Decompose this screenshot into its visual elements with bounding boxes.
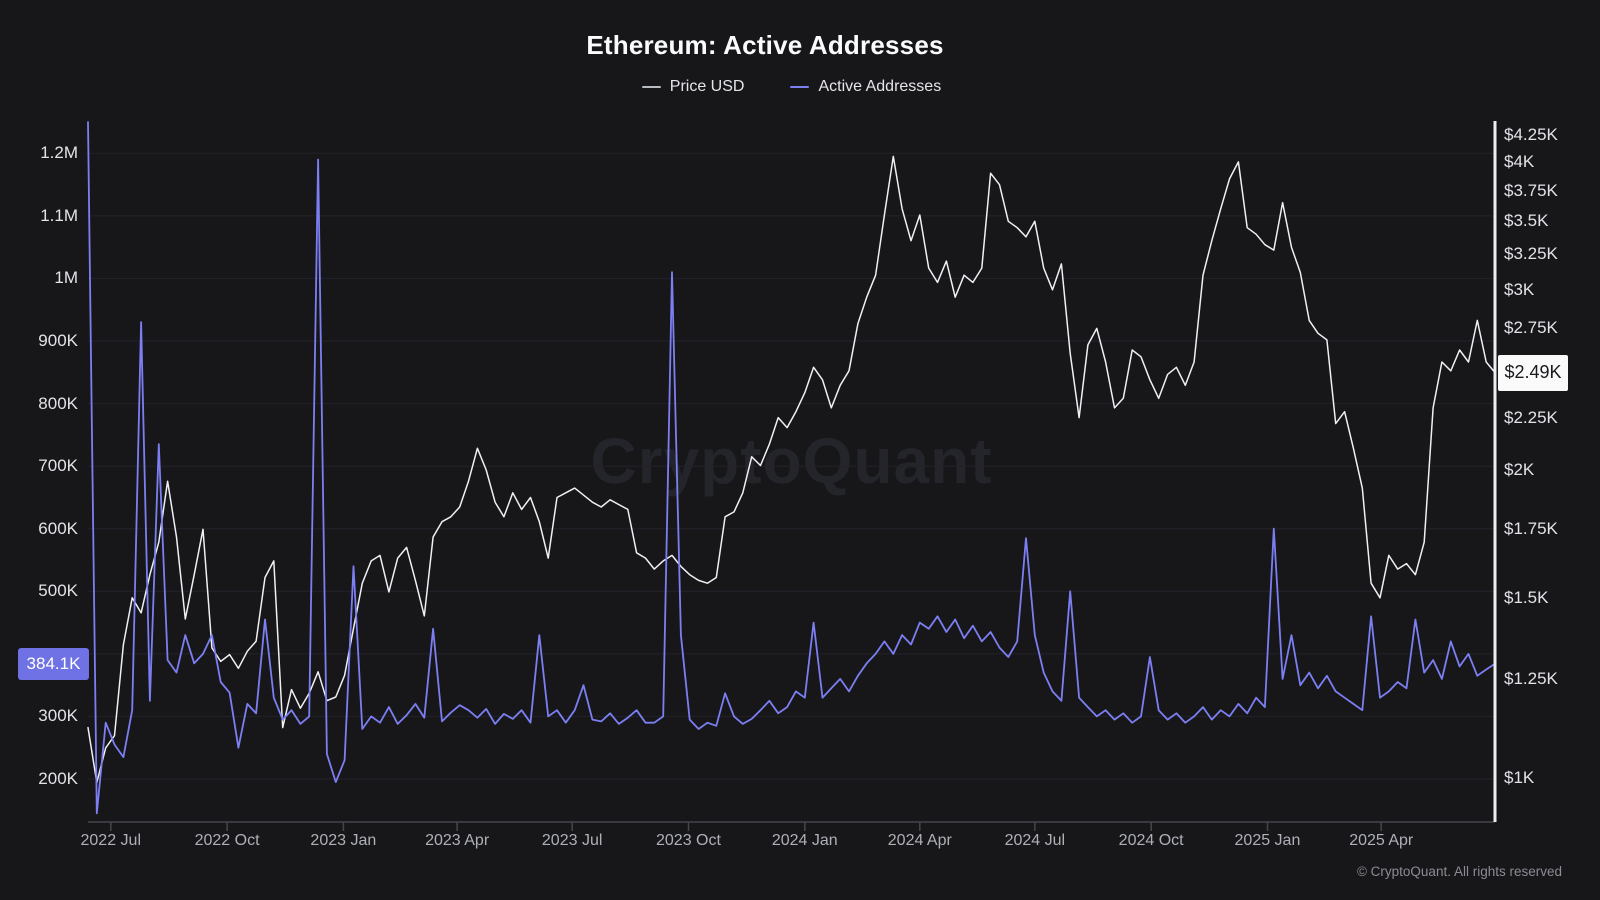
- x-axis-tick-label: 2023 Jan: [310, 832, 377, 849]
- x-axis-tick-label: 2025 Apr: [1349, 832, 1414, 849]
- price-line-swatch-icon: [641, 86, 661, 88]
- y-right-tick-label: $4K: [1504, 151, 1535, 171]
- y-left-tick-label: 900K: [38, 331, 78, 350]
- legend-item-price[interactable]: Price USD: [641, 78, 745, 96]
- y-left-tick-label: 200K: [38, 769, 78, 788]
- y-right-tick-label: $3.75K: [1504, 180, 1558, 200]
- y-left-tick-label: 1.1M: [40, 205, 78, 225]
- copyright-notice: © CryptoQuant. All rights reserved: [1356, 864, 1562, 879]
- y-right-tick-label: $3K: [1504, 279, 1535, 299]
- axis-lines: [88, 121, 1497, 831]
- y-left-tick-label: 1M: [54, 268, 78, 288]
- legend-label-price: Price USD: [669, 78, 745, 95]
- active-addresses-last-value-badge: 384.1K: [18, 647, 89, 680]
- legend: Price USD Active Addresses: [88, 78, 1495, 96]
- cryptoquant-watermark: CryptoQuant: [590, 425, 993, 497]
- x-axis-tick-label: 2024 Oct: [1118, 832, 1184, 849]
- price-line: [87, 155, 1496, 784]
- x-axis-tick-label: 2023 Jul: [541, 832, 603, 849]
- y-right-tick-label: $3.25K: [1504, 244, 1558, 264]
- y-right-tick-label: $3.5K: [1504, 211, 1549, 231]
- y-left-tick-label: 800K: [38, 393, 78, 413]
- series-lines: [87, 121, 1496, 815]
- active-addresses-line: [87, 121, 1496, 815]
- legend-label-active-addresses: Active Addresses: [818, 78, 942, 95]
- x-axis-tick-label: 2024 Jul: [1004, 832, 1066, 849]
- y-right-tick-label: $4.25K: [1504, 124, 1558, 144]
- gridlines: [88, 152, 1495, 780]
- y-left-tick-label: 1.2M: [40, 143, 78, 163]
- x-axis-tick-label: 2023 Apr: [425, 832, 490, 849]
- x-axis-tick-label: 2022 Jul: [80, 832, 142, 849]
- legend-item-active-addresses[interactable]: Active Addresses: [790, 78, 941, 96]
- x-axis-tick-label: 2023 Oct: [656, 832, 721, 849]
- x-axis-tick-label: 2022 Oct: [194, 832, 260, 849]
- x-axis-tick-label: 2024 Jan: [771, 832, 838, 849]
- y-left-tick-label: 700K: [38, 456, 78, 476]
- y-right-tick-label: $1.75K: [1504, 519, 1558, 539]
- y-right-tick-label: $1.25K: [1504, 668, 1558, 688]
- x-axis-tick-label: 2025 Jan: [1234, 832, 1301, 849]
- price-last-value-badge: $2.49K: [1498, 354, 1568, 391]
- x-axis-tick-label: 2024 Apr: [887, 832, 952, 849]
- y-right-tick-label: $2.75K: [1504, 318, 1558, 338]
- y-left-tick-label: 500K: [38, 581, 78, 601]
- active-addresses-line-swatch-icon: [790, 86, 810, 88]
- y-right-tick-label: $2K: [1504, 459, 1535, 479]
- y-left-tick-label: 600K: [38, 518, 78, 538]
- y-left-tick-label: 300K: [38, 706, 78, 726]
- chart-title: Ethereum: Active Addresses: [586, 30, 944, 60]
- y-right-tick-label: $2.25K: [1504, 407, 1558, 427]
- y-right-tick-label: $1.5K: [1504, 587, 1549, 607]
- y-right-tick-label: $1K: [1504, 767, 1535, 787]
